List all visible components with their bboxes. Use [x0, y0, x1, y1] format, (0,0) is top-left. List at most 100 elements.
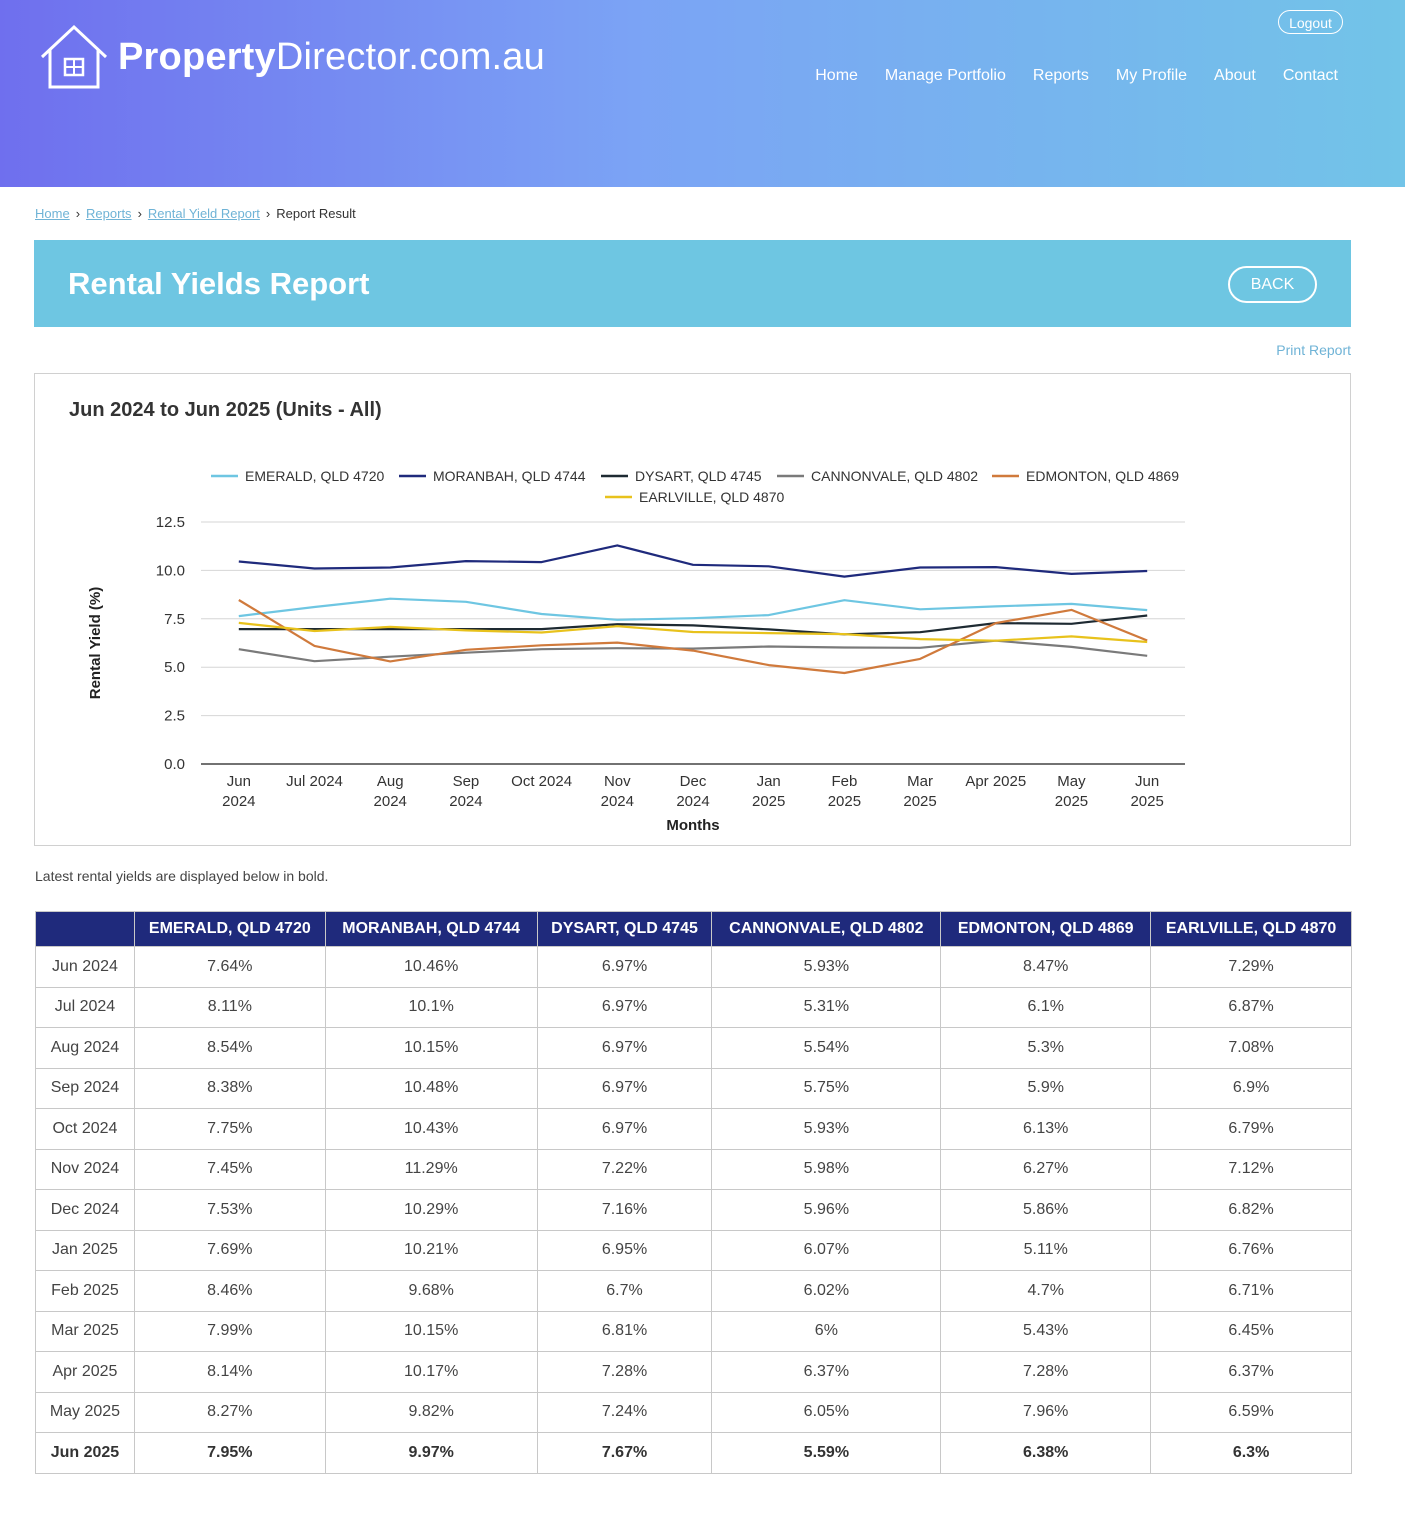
table-value-cell: 5.75%	[711, 1067, 942, 1109]
table-row: Jun 2025 7.95% 9.97% 7.67% 5.59% 6.38% 6.3%	[35, 1432, 1352, 1474]
chart-panel: Jun 2024 to Jun 2025 (Units - All) 0.0 2.…	[34, 373, 1351, 846]
chart-title: Jun 2024 to Jun 2025 (Units - All)	[69, 399, 382, 421]
table-value-cell: 8.54%	[133, 1027, 326, 1069]
table-header-cell: MORANBAH, QLD 4744	[324, 911, 538, 947]
table-value-cell: 6.27%	[940, 1148, 1152, 1190]
table-value-cell: 10.17%	[324, 1351, 538, 1393]
x-tick-label: 2025	[1055, 793, 1088, 810]
table-row: Jul 2024 8.11% 10.1% 6.97% 5.31% 6.1% 6.87%	[35, 986, 1352, 1028]
back-button[interactable]: BACK	[1228, 266, 1317, 303]
table-value-cell: 6.97%	[536, 986, 713, 1028]
table-value-cell: 6.71%	[1150, 1270, 1352, 1312]
table-value-cell: 5.54%	[711, 1027, 942, 1069]
table-value-cell: 7.28%	[940, 1351, 1152, 1393]
table-header-cell: DYSART, QLD 4745	[536, 911, 713, 947]
table-value-cell: 6.07%	[711, 1229, 942, 1271]
table-row: Apr 2025 8.14% 10.17% 7.28% 6.37% 7.28% 6.37%	[35, 1351, 1352, 1393]
nav-contact[interactable]: Contact	[1282, 67, 1338, 84]
table-row: Sep 2024 8.38% 10.48% 6.97% 5.75% 5.9% 6.9%	[35, 1067, 1352, 1109]
legend-label: DYSART, QLD 4745	[635, 468, 762, 484]
x-tick-label: Aug	[377, 773, 404, 790]
table-value-cell: 6.38%	[940, 1432, 1152, 1474]
table-value-cell: 10.15%	[324, 1027, 538, 1069]
nav-about[interactable]: About	[1214, 67, 1256, 84]
table-value-cell: 5.96%	[711, 1189, 942, 1231]
table-value-cell: 6.97%	[536, 1108, 713, 1150]
nav-reports[interactable]: Reports	[1032, 67, 1089, 84]
table-value-cell: 7.12%	[1150, 1148, 1352, 1190]
breadcrumb-home[interactable]: Home	[35, 206, 70, 221]
nav-my-profile[interactable]: My Profile	[1115, 67, 1188, 84]
print-report-link[interactable]: Print Report	[1276, 342, 1351, 358]
table-value-cell: 7.75%	[133, 1108, 326, 1150]
table-value-cell: 9.82%	[324, 1391, 538, 1433]
table-value-cell: 7.28%	[536, 1351, 713, 1393]
table-row: May 2025 8.27% 9.82% 7.24% 6.05% 7.96% 6.59%	[35, 1391, 1352, 1433]
table-row: Mar 2025 7.99% 10.15% 6.81% 6% 5.43% 6.45%	[35, 1310, 1352, 1352]
series-line	[238, 599, 1148, 675]
table-value-cell: 6.7%	[536, 1270, 713, 1312]
x-tick-label: Jun	[1135, 773, 1159, 790]
table-month-cell: Mar 2025	[35, 1310, 135, 1352]
table-value-cell: 6.9%	[1150, 1067, 1352, 1109]
x-tick-label: Jun	[227, 773, 251, 790]
table-value-cell: 6.37%	[711, 1351, 942, 1393]
chevron-right-icon: ›	[75, 206, 81, 221]
table-row: Oct 2024 7.75% 10.43% 6.97% 5.93% 6.13% 6.79%	[35, 1108, 1352, 1150]
table-value-cell: 8.11%	[133, 986, 326, 1028]
table-value-cell: 5.59%	[711, 1432, 942, 1474]
table-value-cell: 5.11%	[940, 1229, 1152, 1271]
table-value-cell: 8.38%	[133, 1067, 326, 1109]
table-value-cell: 5.98%	[711, 1148, 942, 1190]
table-row: Feb 2025 8.46% 9.68% 6.7% 6.02% 4.7% 6.71%	[35, 1270, 1352, 1312]
table-row: Dec 2024 7.53% 10.29% 7.16% 5.96% 5.86% 6.82%	[35, 1189, 1352, 1231]
site-header: PropertyDirector.com.au Logout Home Mana…	[0, 0, 1405, 187]
nav-home[interactable]: Home	[815, 67, 858, 84]
table-value-cell: 5.93%	[711, 946, 942, 988]
table-value-cell: 4.7%	[940, 1270, 1152, 1312]
x-tick-label: Apr 2025	[965, 773, 1026, 790]
table-value-cell: 9.68%	[324, 1270, 538, 1312]
x-tick-label: 2024	[222, 793, 255, 810]
table-month-cell: May 2025	[35, 1391, 135, 1433]
nav-manage-portfolio[interactable]: Manage Portfolio	[884, 67, 1006, 84]
table-value-cell: 10.1%	[324, 986, 538, 1028]
x-tick-label: 2024	[374, 793, 407, 810]
table-value-cell: 7.95%	[133, 1432, 326, 1474]
table-value-cell: 8.46%	[133, 1270, 326, 1312]
table-value-cell: 7.67%	[536, 1432, 713, 1474]
logout-button[interactable]: Logout	[1278, 10, 1343, 34]
table-month-cell: Aug 2024	[35, 1027, 135, 1069]
main-nav: Home Manage Portfolio Reports My Profile…	[815, 67, 1338, 85]
legend-label: MORANBAH, QLD 4744	[433, 468, 586, 484]
x-tick-label: Sep	[453, 773, 480, 790]
table-value-cell: 7.96%	[940, 1391, 1152, 1433]
table-month-cell: Jun 2025	[35, 1432, 135, 1474]
x-tick-label: 2024	[676, 793, 709, 810]
series-line	[238, 597, 1148, 621]
table-month-cell: Dec 2024	[35, 1189, 135, 1231]
table-value-cell: 6.95%	[536, 1229, 713, 1271]
table-value-cell: 10.15%	[324, 1310, 538, 1352]
breadcrumb-rental-yield-report[interactable]: Rental Yield Report	[147, 206, 260, 221]
table-value-cell: 7.22%	[536, 1148, 713, 1190]
logo-text-bold: Property	[118, 36, 276, 78]
x-tick-label: Dec	[680, 773, 707, 790]
table-value-cell: 6.05%	[711, 1391, 942, 1433]
yield-table: EMERALD, QLD 4720 MORANBAH, QLD 4744 DYSAR…	[35, 911, 1352, 1474]
table-value-cell: 6.76%	[1150, 1229, 1352, 1271]
table-value-cell: 6.97%	[536, 946, 713, 988]
table-value-cell: 10.46%	[324, 946, 538, 988]
table-value-cell: 10.48%	[324, 1067, 538, 1109]
table-value-cell: 6.81%	[536, 1310, 713, 1352]
table-value-cell: 7.69%	[133, 1229, 326, 1271]
y-tick-label: 0.0	[164, 756, 185, 773]
table-value-cell: 6.79%	[1150, 1108, 1352, 1150]
breadcrumb-reports[interactable]: Reports	[86, 206, 132, 221]
table-value-cell: 7.08%	[1150, 1027, 1352, 1069]
y-tick-label: 5.0	[164, 659, 185, 676]
x-tick-label: 2024	[601, 793, 634, 810]
table-value-cell: 10.21%	[324, 1229, 538, 1271]
table-value-cell: 8.47%	[940, 946, 1152, 988]
site-logo[interactable]: PropertyDirector.com.au	[38, 22, 545, 92]
